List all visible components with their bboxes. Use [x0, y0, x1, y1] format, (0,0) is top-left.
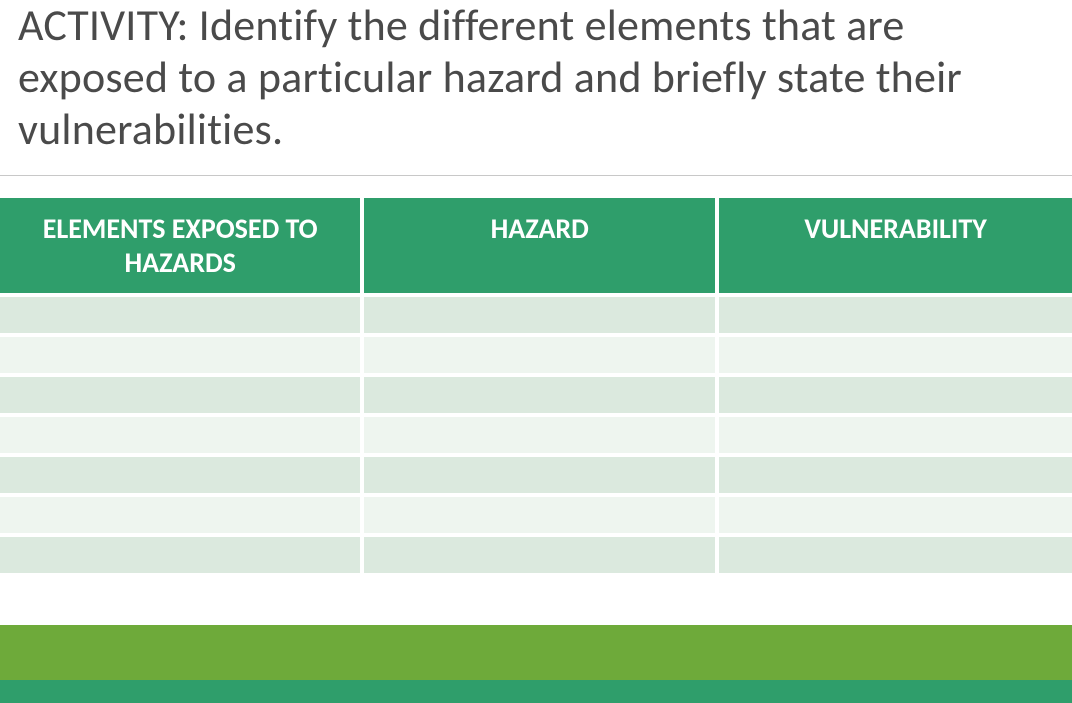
table-cell — [0, 495, 362, 535]
table-row — [0, 415, 1072, 455]
table-cell — [362, 495, 717, 535]
table-cell — [362, 375, 717, 415]
table-header-hazard: HAZARD — [362, 198, 717, 295]
table-cell — [717, 295, 1072, 335]
table-cell — [0, 535, 362, 573]
table-cell — [0, 375, 362, 415]
table-row — [0, 375, 1072, 415]
table-cell — [717, 495, 1072, 535]
table-cell — [362, 455, 717, 495]
table-cell — [362, 295, 717, 335]
footer-bar-upper — [0, 625, 1072, 680]
table-cell — [0, 335, 362, 375]
table-cell — [362, 335, 717, 375]
table-cell — [0, 295, 362, 335]
table-row — [0, 455, 1072, 495]
table-cell — [0, 455, 362, 495]
table-cell — [717, 415, 1072, 455]
table-row — [0, 495, 1072, 535]
table-cell — [717, 375, 1072, 415]
table-header-row: ELEMENTS EXPOSED TO HAZARDS HAZARD VULNE… — [0, 198, 1072, 295]
table-cell — [717, 335, 1072, 375]
table-row — [0, 335, 1072, 375]
table-header-vulnerability: VULNERABILITY — [717, 198, 1072, 295]
slide-title: ACTIVITY: Identify the different element… — [0, 0, 1072, 156]
table-row — [0, 295, 1072, 335]
hazard-table: ELEMENTS EXPOSED TO HAZARDS HAZARD VULNE… — [0, 198, 1072, 573]
table-cell — [0, 415, 362, 455]
table-cell — [717, 535, 1072, 573]
table-cell — [717, 455, 1072, 495]
slide: ACTIVITY: Identify the different element… — [0, 0, 1072, 703]
table-row — [0, 535, 1072, 573]
title-underline — [0, 175, 1072, 176]
table-header-elements: ELEMENTS EXPOSED TO HAZARDS — [0, 198, 362, 295]
table-cell — [362, 535, 717, 573]
hazard-table-wrap: ELEMENTS EXPOSED TO HAZARDS HAZARD VULNE… — [0, 198, 1072, 573]
table-cell — [362, 415, 717, 455]
footer-bar-lower — [0, 680, 1072, 703]
